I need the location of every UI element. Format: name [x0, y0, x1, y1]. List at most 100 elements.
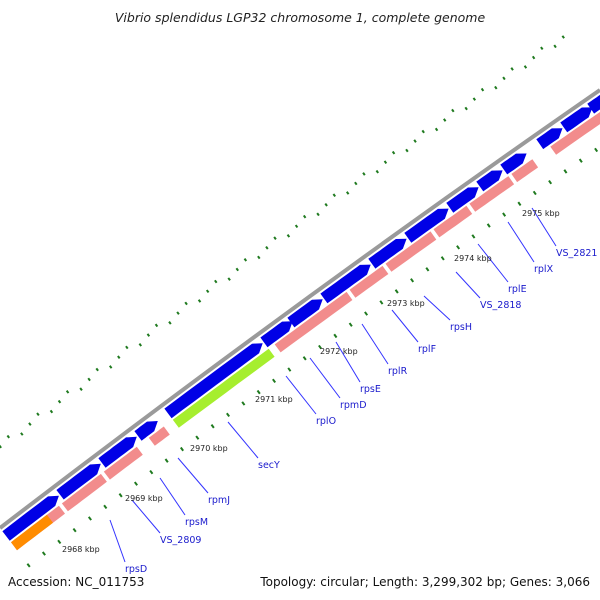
gc-mark	[425, 267, 430, 272]
gc-mark	[532, 190, 537, 196]
gene-label-connector	[131, 499, 161, 534]
gc-mark	[443, 118, 447, 122]
gc-mark	[184, 301, 188, 306]
gene-label-connector	[477, 243, 509, 283]
scale-tick-layer: 2968 kbp 2969 kbp 2970 kbp 2971 kbp 2972 kbp…	[62, 209, 560, 554]
reverse-gene	[103, 446, 143, 480]
forward-gene	[476, 170, 503, 192]
reverse-gene	[511, 159, 539, 183]
gc-mark	[272, 378, 277, 384]
gc-mark	[553, 44, 557, 49]
gc-mark	[117, 355, 121, 359]
gc-mark	[257, 255, 261, 260]
gc-mark	[87, 516, 92, 521]
reverse-gene	[433, 205, 473, 238]
gc-mark	[227, 277, 231, 281]
reverse-gene	[469, 176, 515, 212]
gc-mark	[65, 390, 70, 394]
gc-mark	[480, 87, 485, 92]
gc-mark	[6, 434, 11, 439]
forward-gene	[56, 463, 101, 500]
topology-label: Topology:	[260, 575, 317, 589]
gc-mark	[57, 399, 62, 404]
gc-mark	[168, 321, 172, 325]
gene-label-connector	[285, 375, 317, 415]
forward-gene	[500, 153, 527, 175]
gene-label: rpsE	[360, 384, 381, 395]
forward-gene	[368, 238, 407, 269]
gc-mark	[226, 412, 231, 418]
gc-mark	[333, 333, 338, 339]
scale-tick-label: 2975 kbp	[522, 209, 560, 218]
gc-mark	[434, 127, 439, 132]
gc-mark	[176, 311, 180, 315]
gene-label-connector	[335, 341, 361, 383]
gc-mark	[391, 150, 396, 155]
gc-content-track	[0, 35, 599, 568]
scale-tick-label: 2971 kbp	[255, 395, 293, 404]
orange-gene	[11, 514, 53, 551]
gc-mark	[20, 432, 24, 436]
gc-mark	[118, 493, 123, 498]
gc-mark	[179, 446, 184, 452]
gc-mark	[578, 158, 583, 163]
gc-mark	[195, 435, 200, 440]
topology-value: circular	[320, 575, 365, 589]
gc-mark	[405, 148, 409, 153]
gc-mark	[103, 504, 108, 510]
forward-gene	[260, 321, 293, 348]
gc-mark	[348, 322, 353, 327]
gene-label: rpmJ	[208, 495, 230, 506]
gene-label: rplE	[508, 284, 527, 295]
gc-mark	[410, 278, 415, 283]
gc-mark	[265, 245, 269, 250]
gc-mark	[379, 300, 384, 305]
gc-mark	[594, 147, 599, 153]
gc-mark	[383, 160, 388, 165]
forward-gene	[446, 187, 479, 213]
gc-mark	[472, 97, 477, 101]
gc-mark	[375, 169, 379, 174]
reverse-gene	[349, 265, 389, 298]
gc-mark	[517, 201, 522, 206]
gene-label: rplF	[418, 344, 436, 355]
gc-mark	[57, 539, 62, 545]
forward-gene	[134, 421, 158, 441]
gc-mark	[471, 234, 476, 239]
forward-gene	[320, 264, 371, 304]
scale-tick-label: 2973 kbp	[387, 299, 425, 308]
gene-label: rpsH	[450, 322, 472, 333]
gc-mark	[294, 224, 299, 229]
gc-mark	[79, 387, 83, 392]
forward-gene	[98, 436, 137, 468]
gc-mark	[287, 367, 292, 372]
gene-label: VS_2818	[480, 300, 521, 311]
gc-mark	[235, 267, 239, 272]
scale-tick-label: 2970 kbp	[190, 444, 228, 453]
gc-mark	[486, 223, 491, 228]
gene-label: rpsD	[125, 564, 147, 575]
gc-mark	[138, 343, 143, 347]
reverse-gene	[148, 426, 170, 446]
gc-mark	[164, 458, 169, 463]
gc-mark	[523, 65, 528, 69]
scale-tick-label: 2969 kbp	[125, 494, 163, 503]
gc-mark	[540, 46, 544, 51]
gene-label-connector	[177, 457, 209, 494]
gc-mark	[332, 193, 336, 198]
gc-mark	[421, 129, 425, 134]
gene-label-connector	[507, 221, 535, 263]
gc-mark	[146, 333, 151, 337]
genome-backbone	[0, 88, 600, 530]
gene-label: rpmD	[340, 400, 367, 411]
gc-mark	[302, 356, 307, 361]
length-value: 3,299,302 bp	[421, 575, 502, 589]
gc-mark	[87, 377, 91, 382]
gc-mark	[286, 234, 291, 238]
gc-mark	[197, 299, 202, 303]
gc-mark	[413, 139, 417, 143]
gc-mark	[28, 422, 32, 426]
gene-label-connector	[227, 421, 259, 459]
